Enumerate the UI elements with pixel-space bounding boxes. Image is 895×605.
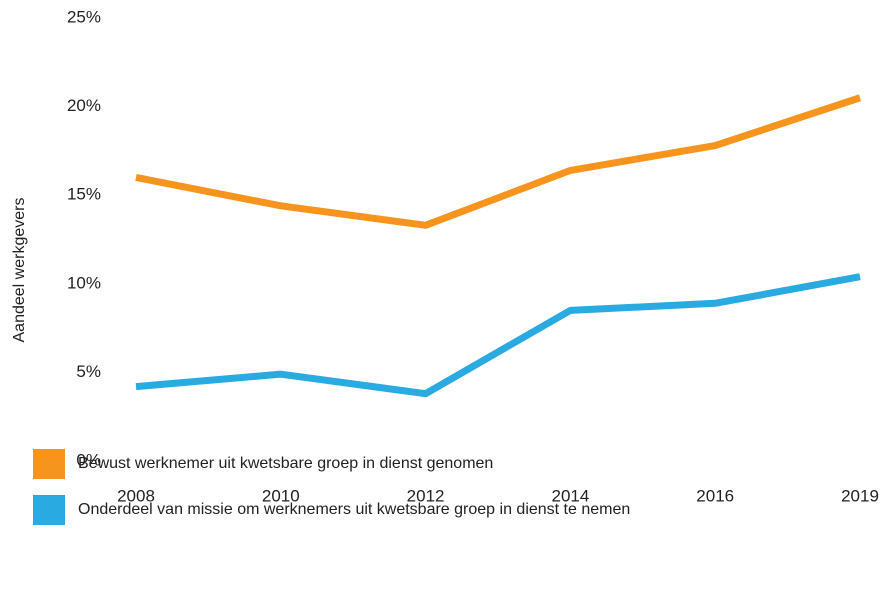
x-tick-label: 2008	[117, 486, 155, 505]
legend-label: Bewust werknemer uit kwetsbare groep in …	[78, 455, 493, 472]
legend-label: Onderdeel van missie om werknemers uit k…	[78, 501, 630, 518]
y-tick-label: 20%	[67, 96, 101, 115]
line-series	[135, 273, 861, 398]
y-tick-label: 10%	[67, 273, 101, 292]
y-axis-label: Aandeel werkgevers	[11, 198, 28, 343]
y-tick-label: 25%	[67, 7, 101, 26]
y-tick-label: 0%	[76, 450, 101, 469]
y-tick-label: 15%	[67, 185, 101, 204]
x-tick-label: 2016	[696, 486, 734, 505]
y-tick-label: 5%	[76, 362, 101, 381]
x-tick-label: 2019	[841, 486, 879, 505]
x-tick-label: 2012	[407, 486, 445, 505]
legend-swatch	[33, 495, 65, 525]
x-tick-label: 2014	[551, 486, 589, 505]
line-series	[135, 94, 862, 229]
x-tick-label: 2010	[262, 486, 300, 505]
legend-swatch	[33, 449, 65, 479]
